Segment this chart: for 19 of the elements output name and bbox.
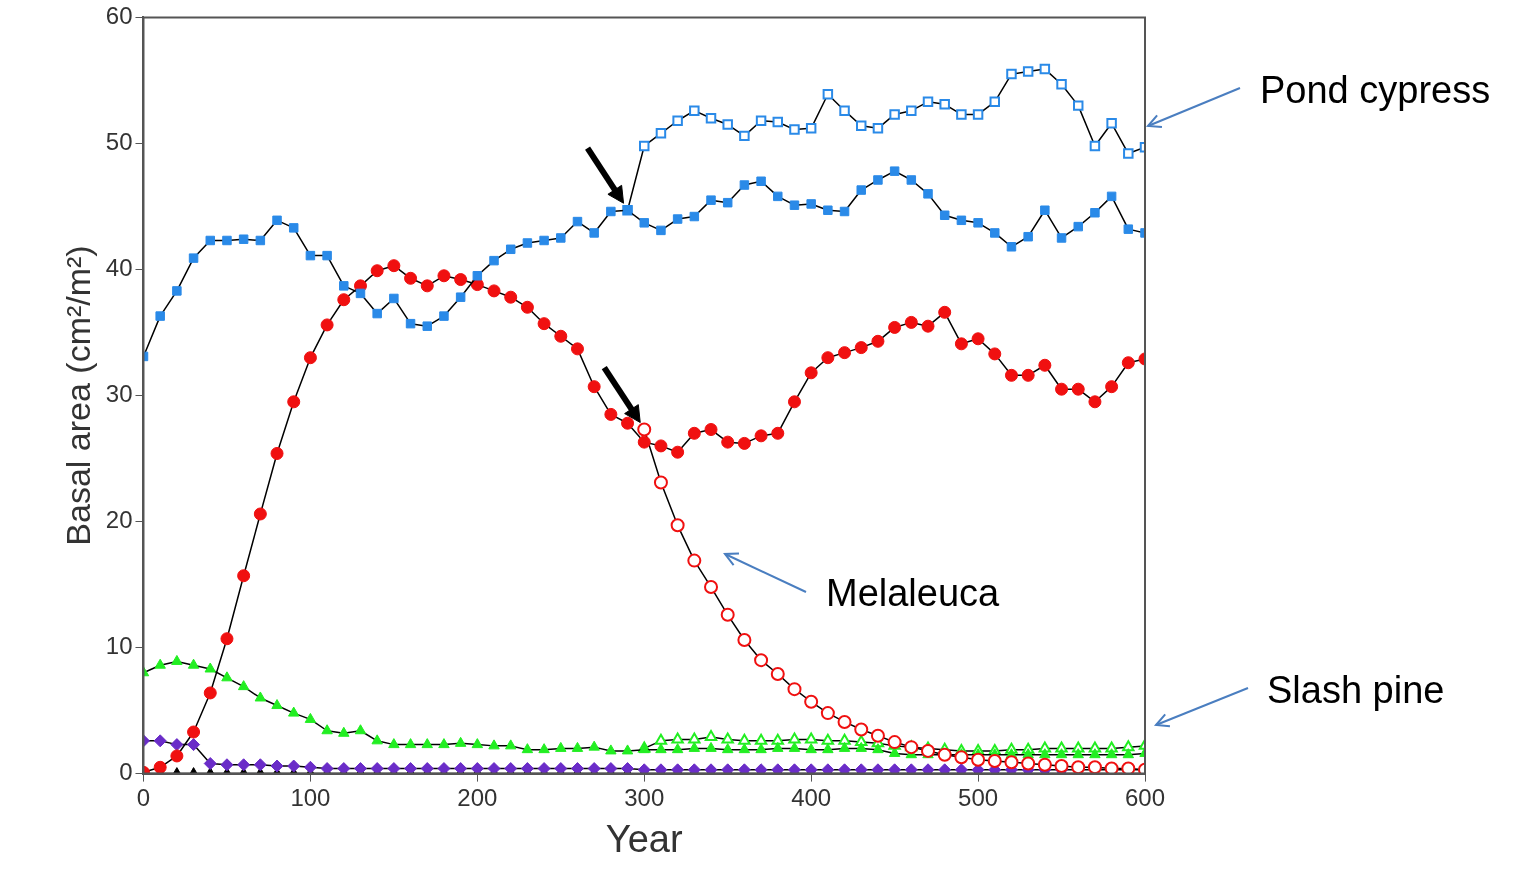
y-tick-label: 10 — [105, 632, 133, 660]
x-tick-label: 400 — [791, 783, 832, 811]
x-tick-label: 300 — [624, 783, 665, 811]
y-tick-label: 50 — [105, 128, 133, 156]
y-tick-label: 0 — [119, 758, 133, 786]
y-tick-label: 30 — [105, 380, 133, 408]
y-tick-label: 20 — [105, 506, 133, 534]
x-tick-label: 100 — [290, 783, 331, 811]
annotation: Melaleuca — [826, 571, 1000, 615]
x-tick-label: 200 — [457, 783, 498, 811]
x-tick-label: 600 — [1124, 783, 1166, 811]
x-tick-label: 500 — [958, 783, 999, 811]
x-tick-label: 0 — [136, 783, 151, 811]
text: Slash pine — [1267, 668, 1445, 712]
y-tick-label: 60 — [105, 2, 133, 30]
text: Pond cypress — [1260, 68, 1491, 112]
y-axis-title: Basal area (cm²/m²) — [58, 245, 97, 546]
y-tick-label: 40 — [105, 254, 133, 282]
x-axis-title: Year — [605, 817, 683, 860]
